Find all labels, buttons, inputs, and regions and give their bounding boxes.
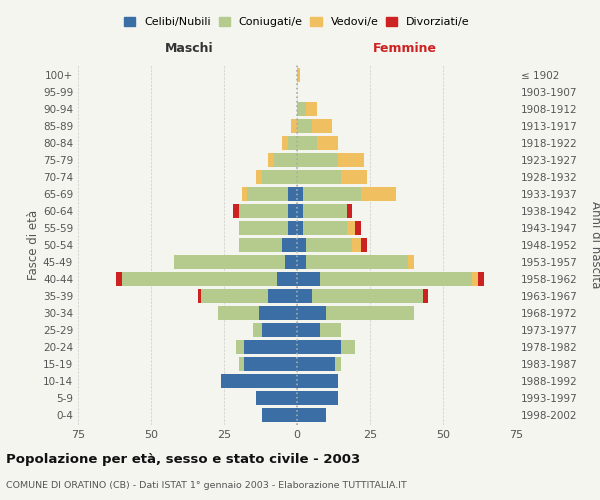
- Bar: [253, 323, 262, 336]
- Bar: [297, 340, 341, 353]
- Bar: [244, 357, 297, 370]
- Bar: [218, 306, 259, 320]
- Bar: [303, 221, 347, 235]
- Y-axis label: Anni di nascita: Anni di nascita: [589, 202, 600, 288]
- Bar: [239, 204, 288, 218]
- Bar: [478, 272, 484, 286]
- Bar: [236, 340, 244, 353]
- Bar: [297, 272, 320, 286]
- Bar: [472, 272, 478, 286]
- Bar: [341, 170, 367, 184]
- Bar: [297, 408, 326, 422]
- Bar: [288, 188, 297, 201]
- Bar: [311, 120, 332, 133]
- Bar: [268, 154, 274, 167]
- Bar: [286, 255, 297, 269]
- Bar: [306, 255, 408, 269]
- Bar: [239, 357, 244, 370]
- Bar: [338, 154, 364, 167]
- Bar: [355, 221, 361, 235]
- Bar: [122, 272, 277, 286]
- Bar: [244, 340, 297, 353]
- Bar: [297, 68, 300, 82]
- Text: COMUNE DI ORATINO (CB) - Dati ISTAT 1° gennaio 2003 - Elaborazione TUTTITALIA.IT: COMUNE DI ORATINO (CB) - Dati ISTAT 1° g…: [6, 481, 407, 490]
- Bar: [256, 170, 262, 184]
- Bar: [361, 188, 396, 201]
- Bar: [262, 323, 297, 336]
- Bar: [408, 255, 414, 269]
- Bar: [297, 102, 306, 116]
- Bar: [297, 221, 303, 235]
- Bar: [268, 289, 297, 302]
- Bar: [317, 136, 338, 150]
- Text: Maschi: Maschi: [164, 42, 213, 55]
- Bar: [335, 357, 341, 370]
- Y-axis label: Fasce di età: Fasce di età: [27, 210, 40, 280]
- Bar: [347, 204, 352, 218]
- Bar: [341, 340, 355, 353]
- Bar: [262, 408, 297, 422]
- Bar: [297, 238, 306, 252]
- Bar: [259, 306, 297, 320]
- Bar: [116, 272, 122, 286]
- Bar: [297, 188, 303, 201]
- Bar: [297, 289, 311, 302]
- Bar: [347, 221, 355, 235]
- Text: Femmine: Femmine: [373, 42, 437, 55]
- Bar: [320, 323, 341, 336]
- Bar: [361, 238, 367, 252]
- Text: Popolazione per età, sesso e stato civile - 2003: Popolazione per età, sesso e stato civil…: [6, 452, 360, 466]
- Legend: Celibi/Nubili, Coniugati/e, Vedovi/e, Divorziati/e: Celibi/Nubili, Coniugati/e, Vedovi/e, Di…: [124, 16, 470, 27]
- Bar: [242, 188, 247, 201]
- Bar: [297, 170, 341, 184]
- Bar: [311, 289, 422, 302]
- Bar: [277, 272, 297, 286]
- Bar: [200, 289, 268, 302]
- Bar: [320, 272, 472, 286]
- Bar: [274, 154, 297, 167]
- Bar: [221, 374, 297, 388]
- Bar: [297, 323, 320, 336]
- Bar: [288, 204, 297, 218]
- Bar: [303, 188, 361, 201]
- Bar: [297, 154, 338, 167]
- Bar: [288, 136, 297, 150]
- Bar: [297, 255, 306, 269]
- Bar: [297, 120, 311, 133]
- Bar: [283, 238, 297, 252]
- Bar: [247, 188, 288, 201]
- Bar: [233, 204, 239, 218]
- Bar: [239, 221, 288, 235]
- Bar: [297, 391, 338, 404]
- Bar: [297, 306, 326, 320]
- Bar: [175, 255, 286, 269]
- Bar: [239, 238, 283, 252]
- Bar: [297, 136, 317, 150]
- Bar: [297, 374, 338, 388]
- Bar: [326, 306, 414, 320]
- Bar: [306, 238, 352, 252]
- Bar: [198, 289, 200, 302]
- Bar: [262, 170, 297, 184]
- Bar: [422, 289, 428, 302]
- Bar: [291, 120, 297, 133]
- Bar: [256, 391, 297, 404]
- Bar: [352, 238, 361, 252]
- Bar: [288, 221, 297, 235]
- Bar: [297, 204, 303, 218]
- Bar: [306, 102, 317, 116]
- Bar: [283, 136, 288, 150]
- Bar: [303, 204, 347, 218]
- Bar: [297, 357, 335, 370]
